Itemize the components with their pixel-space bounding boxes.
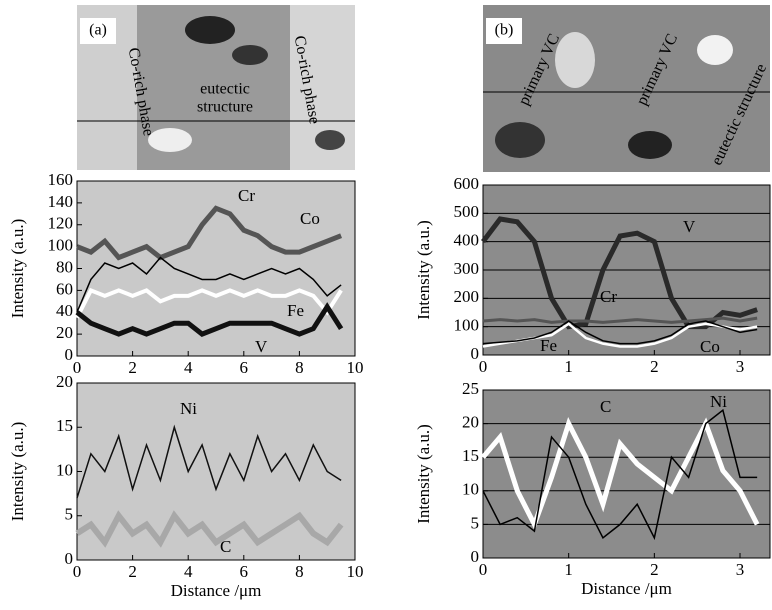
y-tick-label: 40 (56, 301, 73, 320)
x-tick-label: 2 (650, 560, 659, 579)
series-line (481, 216, 758, 330)
y-tick-label: 0 (65, 549, 74, 568)
x-tick-label: 10 (347, 562, 364, 581)
y-tick-label: 600 (454, 174, 480, 193)
grain (185, 16, 235, 44)
y-tick-label: 400 (454, 231, 480, 250)
y-tick-label: 15 (462, 446, 479, 465)
micrograph-b: (b) primary VC primary VC eutectic struc… (483, 5, 770, 172)
x-tick-label: 3 (736, 357, 745, 376)
y-tick-label: 25 (462, 379, 479, 398)
series-line (482, 408, 758, 541)
x-tick-label: 8 (295, 358, 304, 377)
annotation: eutectic (200, 81, 250, 98)
y-tick-label: 200 (454, 287, 480, 306)
label-box (486, 18, 522, 44)
panel-label: (b) (495, 22, 514, 39)
series-label: C (220, 537, 231, 556)
micrograph-a: (a) Co-rich phase eutectic structure Co-… (77, 5, 355, 170)
x-tick-label: 4 (184, 562, 193, 581)
y-tick-label: 100 (48, 236, 74, 255)
y-tick-label: 10 (56, 460, 73, 479)
x-tick-label: 0 (479, 357, 488, 376)
y-tick-label: 10 (462, 480, 479, 499)
x-tick-label: 2 (650, 357, 659, 376)
x-axis-label: Distance /μm (171, 581, 262, 600)
y-tick-label: 300 (454, 259, 480, 278)
series-label: C (600, 397, 611, 416)
series-label: V (683, 217, 696, 236)
x-tick-label: 6 (240, 358, 249, 377)
plot-area (482, 389, 771, 559)
y-axis-label: Intensity (a.u.) (414, 220, 433, 320)
grain (148, 128, 192, 152)
x-tick-label: 4 (184, 358, 193, 377)
panel-label: (a) (89, 22, 107, 39)
grain (232, 45, 268, 65)
x-tick-label: 10 (347, 358, 364, 377)
y-tick-label: 80 (56, 257, 73, 276)
x-tick-label: 1 (564, 560, 573, 579)
series-label: Cr (600, 287, 617, 306)
series-label: V (255, 337, 268, 356)
series-line (75, 510, 344, 548)
series-line (76, 256, 342, 313)
y-tick-label: 0 (471, 344, 480, 363)
x-tick-label: 2 (128, 358, 137, 377)
y-tick-label: 20 (56, 372, 73, 391)
y-tick-label: 0 (65, 345, 74, 364)
grain (628, 131, 672, 159)
label-box (80, 18, 116, 44)
x-tick-label: 0 (73, 562, 82, 581)
y-tick-label: 160 (48, 170, 74, 189)
series-line (76, 424, 342, 499)
y-tick-label: 20 (462, 413, 479, 432)
x-tick-label: 0 (479, 560, 488, 579)
x-tick-label: 0 (73, 358, 82, 377)
series-line (482, 320, 758, 345)
annotation: structure (197, 99, 253, 116)
series-label: Cr (238, 186, 255, 205)
y-tick-label: 60 (56, 279, 73, 298)
y-tick-label: 5 (471, 513, 480, 532)
x-tick-label: 1 (564, 357, 573, 376)
series-line (481, 417, 760, 531)
y-tick-label: 5 (65, 505, 74, 524)
series-label: Fe (287, 301, 304, 320)
series-line (76, 205, 343, 261)
series-line (75, 302, 344, 337)
y-axis-label: Intensity (a.u.) (8, 422, 27, 522)
x-tick-label: 8 (295, 562, 304, 581)
y-tick-label: 500 (454, 202, 480, 221)
x-tick-label: 2 (128, 562, 137, 581)
y-tick-label: 15 (56, 416, 73, 435)
grain (697, 35, 733, 65)
y-tick-label: 140 (48, 192, 74, 211)
series-label: Ni (710, 392, 727, 411)
x-tick-label: 6 (240, 562, 249, 581)
y-tick-label: 100 (454, 316, 480, 335)
grain (315, 130, 345, 150)
series-label: Co (300, 209, 320, 228)
x-tick-label: 3 (736, 560, 745, 579)
y-tick-label: 0 (471, 547, 480, 566)
x-axis-label: Distance /μm (581, 579, 672, 598)
grain (555, 32, 595, 88)
y-axis-label: Intensity (a.u.) (414, 424, 433, 524)
series-label: Fe (540, 336, 557, 355)
series-line (75, 287, 343, 319)
series-line (482, 316, 758, 324)
y-axis-label: Intensity (a.u.) (8, 219, 27, 319)
y-tick-label: 120 (48, 214, 74, 233)
series-label: Co (700, 337, 720, 356)
y-tick-label: 20 (56, 323, 73, 342)
grain (495, 122, 545, 158)
series-label: Ni (180, 399, 197, 418)
